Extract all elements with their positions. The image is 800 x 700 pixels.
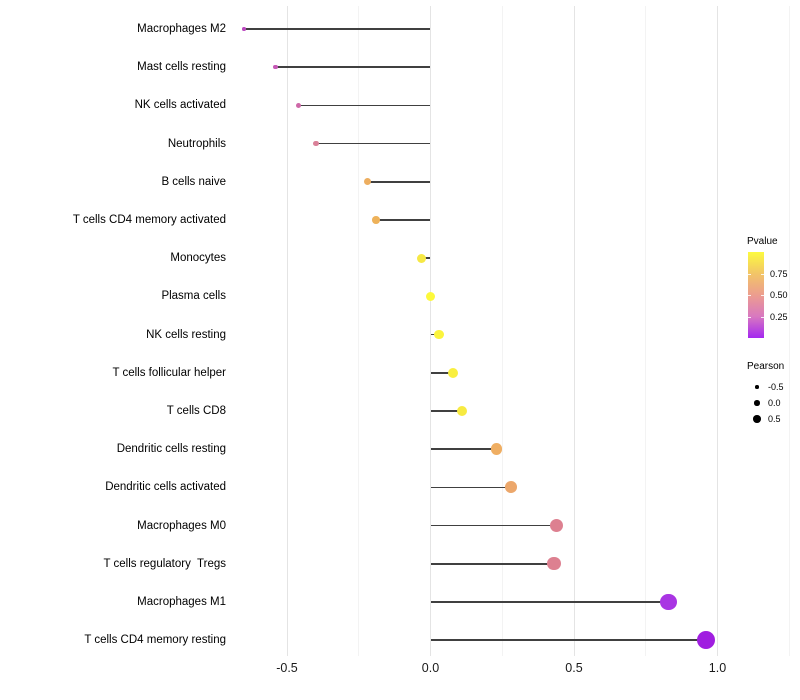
- data-point-dot: [697, 631, 716, 650]
- lollipop-stem: [315, 142, 431, 145]
- data-point-dot: [456, 405, 468, 417]
- pvalue-tick-notch: [748, 295, 751, 296]
- lollipop-stem: [298, 104, 431, 107]
- pvalue-legend-title: Pvalue: [747, 236, 778, 247]
- data-point-dot: [547, 557, 561, 571]
- lollipop-stem: [421, 257, 431, 259]
- lollipop-stem: [243, 28, 431, 30]
- gridline-minor: [358, 6, 360, 656]
- data-point-dot: [434, 329, 444, 340]
- pearson-size-dot: [754, 400, 760, 406]
- data-point-dot: [417, 253, 427, 263]
- pearson-size-label: 0.0: [768, 398, 781, 408]
- y-axis-label: T cells follicular helper: [112, 366, 226, 379]
- y-axis-label: Plasma cells: [161, 290, 226, 303]
- lollipop-stem: [275, 66, 431, 68]
- lollipop-stem: [430, 601, 669, 603]
- data-point-dot: [504, 481, 517, 494]
- y-axis-label: Dendritic cells resting: [116, 443, 226, 456]
- data-point-dot: [550, 518, 564, 533]
- y-axis-label: Neutrophils: [167, 137, 226, 150]
- gridline-major: [430, 6, 431, 656]
- gridline-minor: [645, 6, 647, 656]
- x-axis-tick-label: 0.5: [565, 661, 583, 675]
- x-axis-tick-label: -0.5: [276, 661, 298, 675]
- pvalue-gradient-bar: [748, 252, 764, 338]
- lollipop-stem: [430, 563, 554, 565]
- data-point-dot: [490, 443, 503, 455]
- data-point-dot: [242, 27, 246, 31]
- y-axis-label: Dendritic cells activated: [105, 481, 226, 494]
- pvalue-tick-label: 0.25: [770, 311, 788, 322]
- data-point-dot: [273, 64, 278, 70]
- lollipop-stem: [430, 410, 463, 412]
- x-axis-tick-label: 1.0: [708, 661, 727, 675]
- pvalue-tick-notch: [761, 295, 764, 296]
- y-axis-label: Mast cells resting: [137, 61, 226, 74]
- y-axis-label: B cells naive: [161, 175, 226, 188]
- pearson-size-label: -0.5: [768, 382, 784, 392]
- data-point-dot: [448, 367, 459, 378]
- gridline-major: [286, 6, 288, 656]
- y-axis-label: NK cells activated: [134, 99, 226, 112]
- pearson-size-dot: [755, 385, 759, 389]
- gridline-major: [573, 6, 575, 656]
- gridline-minor: [788, 6, 790, 656]
- pearson-size-dot: [753, 415, 761, 423]
- data-point-dot: [425, 291, 436, 302]
- y-axis-label: Macrophages M2: [137, 23, 226, 35]
- data-point-dot: [295, 102, 302, 108]
- pearson-legend-title: Pearson: [747, 361, 785, 372]
- pvalue-tick-notch: [761, 316, 764, 318]
- gridline-major: [717, 6, 718, 656]
- y-axis-label: NK cells resting: [146, 328, 226, 341]
- y-axis-label: T cells CD4 memory resting: [84, 634, 226, 647]
- lollipop-stem: [430, 486, 511, 489]
- pearson-size-label: 0.5: [768, 414, 781, 424]
- lollipop-stem: [375, 219, 431, 221]
- lollipop-stem: [430, 372, 454, 374]
- pvalue-tick-notch: [748, 273, 751, 275]
- lollipop-stem: [367, 181, 431, 183]
- lollipop-stem: [430, 524, 557, 527]
- lollipop-stem: [430, 448, 497, 450]
- y-axis-label: Macrophages M1: [137, 596, 226, 608]
- y-axis-label: Monocytes: [170, 252, 226, 265]
- y-axis-label: T cells regulatory Tregs: [103, 557, 226, 570]
- data-point-dot: [660, 593, 678, 611]
- x-axis-tick-label: 0.0: [421, 661, 440, 675]
- data-point-dot: [363, 178, 372, 186]
- pvalue-tick-label: 0.75: [770, 268, 788, 279]
- pvalue-tick-notch: [748, 316, 751, 318]
- gridline-minor: [501, 6, 503, 656]
- lollipop-stem: [430, 639, 707, 641]
- y-axis-label: T cells CD8: [166, 405, 226, 417]
- pvalue-tick-notch: [761, 273, 764, 275]
- data-point-dot: [372, 216, 380, 224]
- y-axis-label: T cells CD4 memory activated: [72, 214, 226, 226]
- pvalue-tick-label: 0.50: [770, 290, 788, 300]
- data-point-dot: [312, 140, 319, 147]
- y-axis-label: Macrophages M0: [137, 519, 226, 532]
